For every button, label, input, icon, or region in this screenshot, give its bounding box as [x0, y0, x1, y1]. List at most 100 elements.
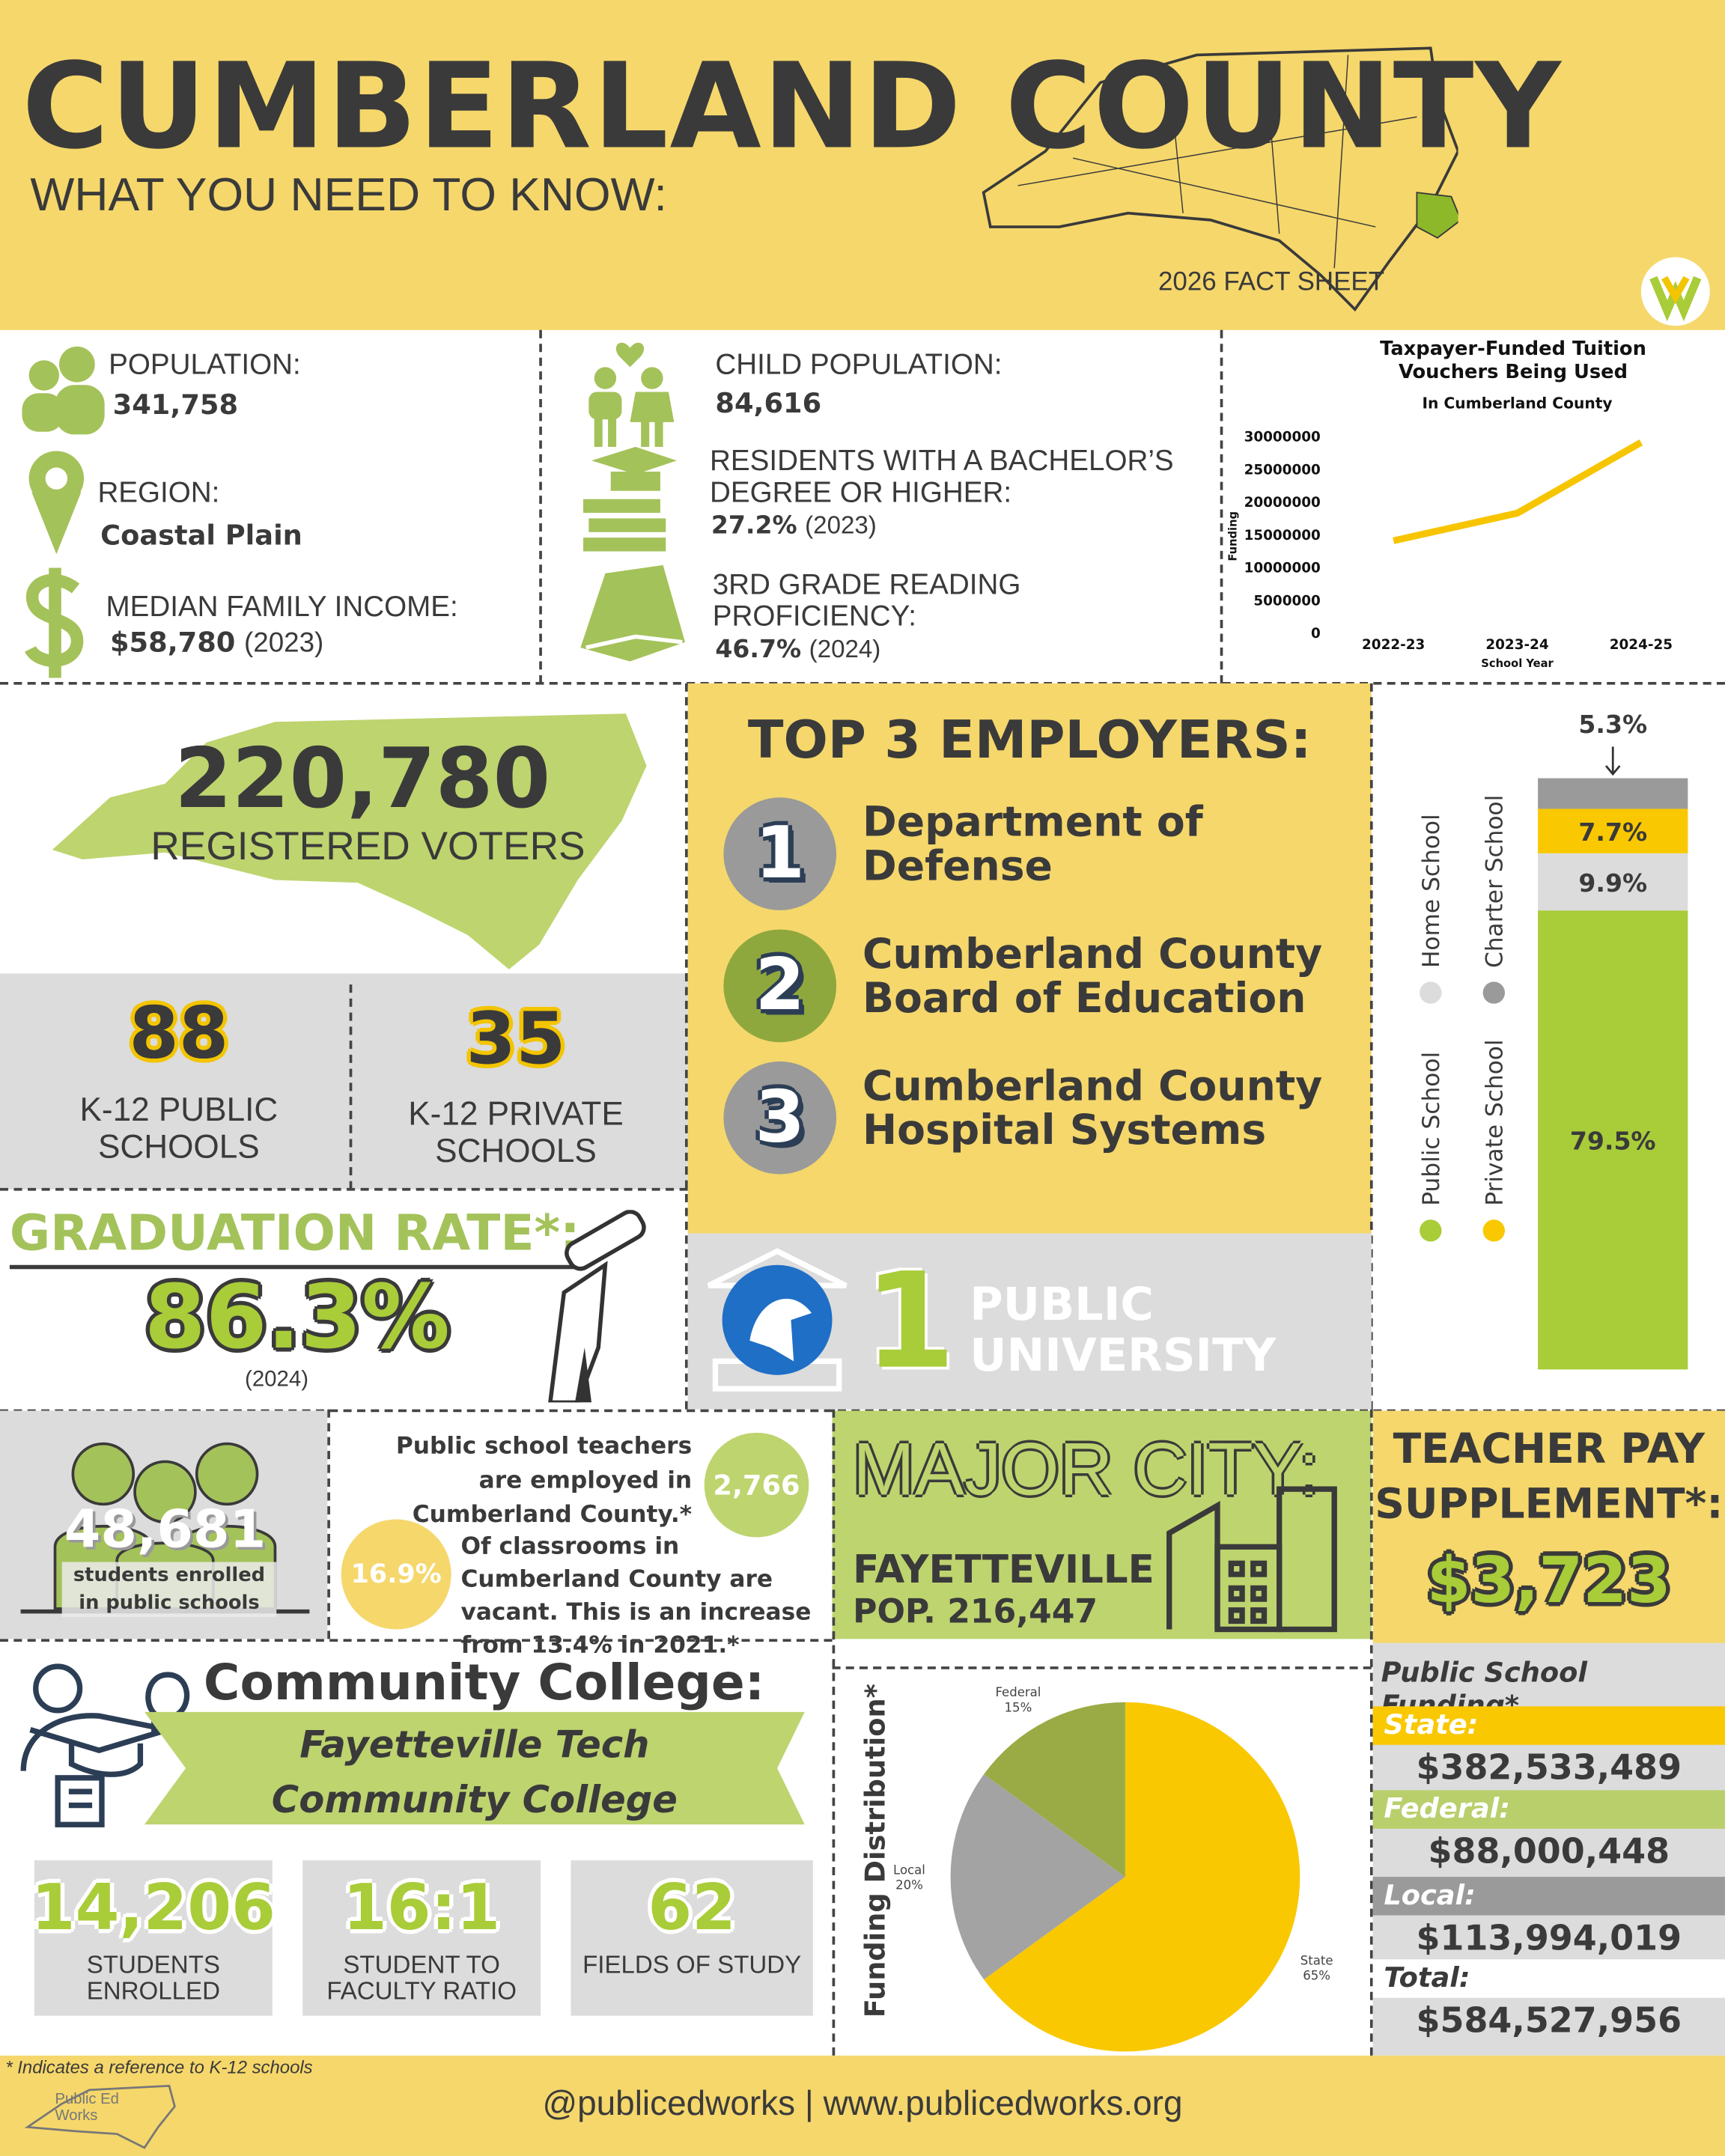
graduation-year: (2024) [245, 1368, 309, 1392]
employer-name: Cumberland County Hospital Systems [862, 1062, 1323, 1155]
decoration [583, 499, 660, 514]
decoration [591, 446, 677, 475]
line-chart: 0 5000000 10000000 15000000 20000000 25000000… [1227, 430, 1673, 670]
vacancies-text: Of classrooms in Cumberland County are v… [460, 1532, 812, 1660]
slice-label: Federal [995, 1685, 1041, 1699]
slice-value-label: 65% [1303, 1969, 1330, 1983]
bar-segment [1538, 778, 1688, 809]
decoration [20, 1713, 169, 1771]
data-label: 79.5% [1570, 1127, 1656, 1156]
decoration [327, 1409, 330, 1639]
funding-value: $88,000,448 [1428, 1831, 1670, 1872]
decoration [31, 492, 82, 555]
pie-slice [984, 1702, 1300, 2052]
bar-segment [1538, 910, 1688, 1370]
decoration [22, 393, 64, 432]
decoration [45, 467, 68, 490]
slice-value-label: 15% [1005, 1700, 1032, 1714]
decoration: 27.2% (2023) [711, 511, 877, 540]
reading-year: (2024) [809, 635, 881, 663]
decoration [608, 416, 617, 447]
decoration [654, 416, 663, 447]
teacher-pay-value: $3,723 [1426, 1542, 1671, 1617]
decoration [59, 346, 95, 383]
college-stat-value: 14,206 [31, 1869, 276, 1945]
enrollment-label: students enrolled in public schools [61, 1562, 277, 1617]
decoration [574, 1347, 592, 1403]
voters-value: 220,780 [174, 731, 551, 828]
decoration [684, 683, 688, 1410]
enrollment-value: 48,681 [64, 1499, 267, 1559]
footer-logo: Public Ed Works [55, 2091, 119, 2125]
decoration [594, 416, 603, 447]
line-series [1393, 439, 1643, 544]
decoration [1369, 1409, 1373, 2056]
decoration [585, 634, 683, 650]
decoration [630, 392, 675, 422]
decoration [55, 1775, 105, 1827]
teacher-pay-panel [1372, 1410, 1725, 1643]
y-tick-label: 10000000 [1244, 561, 1321, 576]
decoration [565, 1210, 646, 1271]
college-stat-label: FIELDS OF STUDY [582, 1951, 802, 1979]
decoration [832, 1666, 1372, 1669]
graduation-label: GRADUATION RATE*: [9, 1205, 580, 1270]
region-value: Coastal Plain [100, 518, 302, 552]
bar-segment [1538, 808, 1688, 853]
decoration [1166, 1500, 1220, 1630]
teacher-pay-title: TEACHER PAY SUPPLEMENT*: [1375, 1425, 1724, 1529]
decoration [1416, 192, 1458, 239]
teachers-text: Public school teachers are employed in C… [395, 1432, 693, 1529]
decoration [55, 385, 105, 435]
funding-band [1372, 1877, 1725, 1916]
y-tick-label: 20000000 [1244, 495, 1321, 511]
college-banner [144, 1711, 805, 1825]
decoration [1250, 1560, 1268, 1577]
x-axis-label: School Year [1481, 657, 1554, 670]
decoration [1277, 1486, 1337, 1633]
decoration [641, 367, 663, 389]
decoration [982, 46, 1458, 312]
legend-marker [1420, 1219, 1442, 1242]
y-tick-label: 25000000 [1244, 462, 1321, 478]
title: CUMBERLAND COUNTY [22, 38, 1563, 177]
footer [0, 2055, 1725, 2156]
decoration [548, 1261, 608, 1403]
building-icon [1166, 1486, 1337, 1633]
employers-title: TOP 3 EMPLOYERS: [747, 709, 1312, 770]
income-label: MEDIAN FAMILY INCOME: [106, 591, 458, 624]
data-label: 7.7% [1578, 817, 1647, 847]
decoration [1166, 1486, 1337, 1633]
decoration [68, 1743, 144, 1777]
legend-label: Public School [1418, 1052, 1445, 1206]
college-stat-label: STUDENT TO FACULTY RATIO [326, 1951, 517, 2005]
college-stat-panel [34, 1860, 273, 2016]
funding-band [1372, 1790, 1725, 1829]
decoration [832, 1409, 836, 2056]
funding-label: Total: [1384, 1961, 1470, 1994]
income-year: (2023) [244, 628, 324, 659]
decoration [144, 1711, 805, 1825]
decoration [1369, 683, 1373, 1410]
decoration [594, 367, 617, 389]
decoration [610, 471, 660, 491]
icons-middle [580, 342, 685, 662]
y-tick-label: 15000000 [1244, 528, 1321, 543]
college-stat-value: 16:1 [343, 1869, 501, 1945]
decoration [0, 1187, 688, 1191]
schools-panel [0, 973, 688, 1190]
college-stat-panel [571, 1860, 813, 2016]
decoration [25, 567, 84, 678]
decoration [28, 360, 60, 391]
teachers-value: 2,766 [704, 1432, 809, 1538]
decoration [1228, 1607, 1245, 1624]
decoration: 46.7% (2024) [715, 636, 880, 665]
y-tick-label: 5000000 [1253, 593, 1320, 609]
legend-marker [1482, 1219, 1506, 1242]
chart-title: Taxpayer-Funded Tuition Vouchers Being U… [1380, 338, 1646, 384]
funding-label: State: [1384, 1708, 1479, 1741]
header [0, 0, 1725, 330]
data-label: 5.3% [1578, 710, 1647, 739]
